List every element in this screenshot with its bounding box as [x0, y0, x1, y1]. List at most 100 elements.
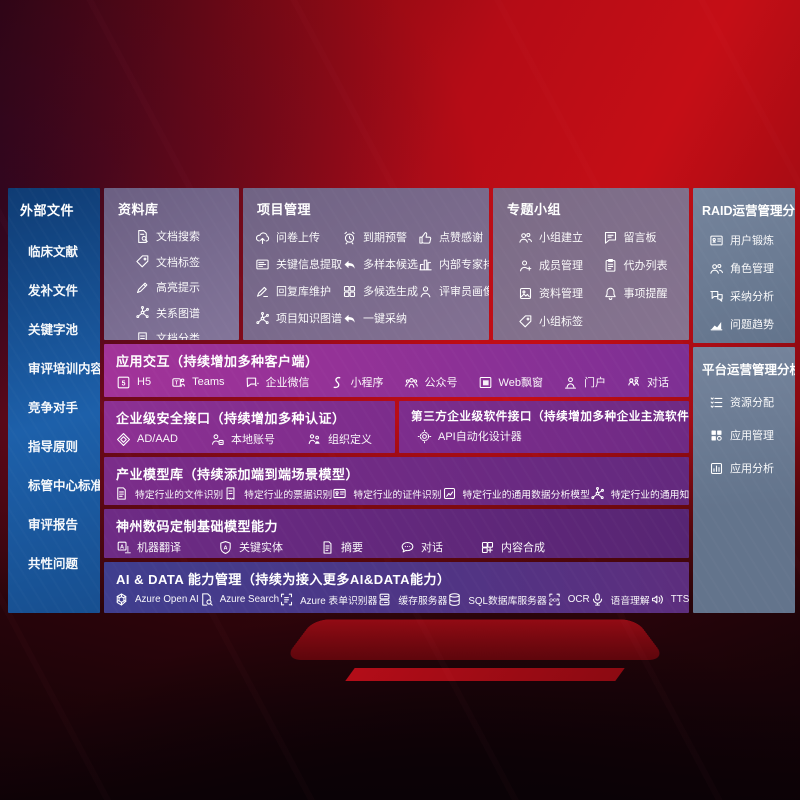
item-knowledge-graph[interactable]: 关系图谱: [135, 305, 239, 321]
item-azure-search[interactable]: Azure Search: [199, 592, 279, 607]
item-pen[interactable]: 回复库维护: [255, 283, 342, 299]
item-ocr[interactable]: OCR OCR: [547, 592, 590, 607]
item-info-card[interactable]: 关键信息提取: [255, 256, 342, 272]
sidebar-item-6[interactable]: 标管中心标准: [28, 475, 100, 494]
item-doc-search[interactable]: 文档搜索: [135, 228, 239, 244]
item-doc-category[interactable]: 文档分类: [135, 330, 239, 340]
item-thumbs-up[interactable]: 点赞感谢: [418, 229, 489, 245]
sidebar-item-7[interactable]: 审评报告: [28, 514, 100, 533]
external-files-panel: 外部文件 临床文献 发补文件 关键字池 审评培训内容 竞争对手 指导原则 标管中心标准 审评报…: [8, 188, 100, 613]
item-ranking[interactable]: 内部专家排名: [418, 256, 489, 272]
item-app-analysis[interactable]: 应用分析: [709, 460, 795, 476]
item-reply-arrow[interactable]: 多样本候选: [342, 256, 418, 272]
item-album[interactable]: 资料管理: [518, 285, 603, 301]
item-label: 摘要: [341, 542, 363, 554]
item-portal-person[interactable]: 门户: [563, 374, 606, 390]
third-party-items: API自动化设计器: [399, 424, 689, 444]
item-label: 本地账号: [230, 434, 275, 446]
dialog-people-icon: [626, 375, 641, 390]
item-org-people[interactable]: 组织定义: [307, 431, 372, 447]
item-translate[interactable]: A 机器翻译: [116, 539, 181, 555]
resource-list-icon: [709, 395, 724, 410]
third-party-title: 第三方企业级软件接口（持续增加多种企业主流软件接口）: [411, 410, 689, 423]
people-icon: [518, 230, 533, 245]
security-items: AD/AAD 本地账号 组织定义: [104, 427, 395, 447]
background-red-shape: [283, 619, 667, 660]
item-official-account[interactable]: 公众号: [404, 374, 458, 390]
item-form-recognizer[interactable]: Azure 表单识别器: [279, 592, 377, 607]
item-app-grid[interactable]: 应用管理: [709, 427, 795, 443]
sidebar-item-5[interactable]: 指导原则: [28, 436, 100, 455]
item-bill-list[interactable]: 特定行业的票据识别: [223, 486, 332, 501]
item-member-person[interactable]: 成员管理: [518, 257, 603, 273]
item-bell[interactable]: 事项提醒: [603, 285, 684, 301]
item-entity-shield[interactable]: A 关键实体: [218, 539, 283, 555]
item-cloud-upload[interactable]: 问卷上传: [255, 229, 342, 245]
platform-title: 平台运营管理分析: [702, 363, 795, 377]
sidebar-item-4[interactable]: 竞争对手: [28, 397, 100, 416]
item-dialog-people[interactable]: 对话: [626, 374, 669, 390]
file-doc-icon: [114, 486, 129, 501]
cert-card-icon: [332, 486, 347, 501]
item-openai[interactable]: Azure Open AI: [114, 592, 199, 607]
item-tag[interactable]: 文档标签: [135, 254, 239, 270]
item-role-people[interactable]: 角色管理: [709, 260, 795, 276]
item-ad-diamond[interactable]: AD/AAD: [116, 432, 178, 447]
item-summary-doc[interactable]: 摘要: [320, 539, 363, 555]
item-label: 事项提醒: [623, 288, 668, 300]
svg-text:5: 5: [122, 380, 126, 387]
item-sql-database[interactable]: SQL数据库服务器: [447, 592, 547, 607]
item-qa-chat[interactable]: 采纳分析: [709, 288, 795, 304]
sidebar-item-0[interactable]: 临床文献: [28, 241, 100, 260]
item-web-window[interactable]: Web飘窗: [478, 374, 543, 390]
item-h5-badge[interactable]: 5 H5: [116, 375, 151, 390]
item-api-gear[interactable]: API自动化设计器: [417, 428, 522, 444]
item-label: 问卷上传: [276, 232, 320, 244]
item-tts[interactable]: TTS: [650, 592, 689, 607]
item-miniprogram[interactable]: 小程序: [330, 374, 384, 390]
item-alarm[interactable]: 到期预警: [342, 229, 418, 245]
item-clipboard[interactable]: 代办列表: [603, 257, 684, 273]
azure-search-icon: [199, 592, 214, 607]
person-icon: [418, 284, 433, 299]
item-resource-list[interactable]: 资源分配: [709, 394, 795, 410]
item-file-doc[interactable]: 特定行业的文件识别: [114, 486, 223, 501]
sidebar-item-3[interactable]: 审评培训内容: [28, 358, 100, 377]
sidebar-item-1[interactable]: 发补文件: [28, 280, 100, 299]
item-data-analysis-photo[interactable]: 特定行业的通用数据分析模型: [442, 486, 590, 501]
item-label: 评审员画像: [439, 286, 489, 298]
item-chat-bubble[interactable]: 对话: [400, 539, 443, 555]
item-wecom-chat[interactable]: 企业微信: [245, 374, 310, 390]
item-compose-grid[interactable]: 内容合成: [480, 539, 545, 555]
topic-group-grid: 小组建立 留言板 成员管理 代办列表 资料管理 事项提醒小组标签: [493, 218, 689, 329]
sidebar-item-2[interactable]: 关键字池: [28, 319, 100, 338]
item-bbs-chat[interactable]: 留言板: [603, 229, 684, 245]
item-knowledge-graph[interactable]: 项目知识图谱: [255, 310, 342, 326]
compose-grid-icon: [480, 540, 495, 555]
item-label: Azure 表单识别器: [300, 595, 378, 607]
item-people[interactable]: 小组建立: [518, 229, 603, 245]
item-cert-card[interactable]: 特定行业的证件识别: [332, 486, 442, 501]
item-label: 文档分类: [156, 333, 200, 340]
item-user-card[interactable]: 用户锻炼: [709, 232, 795, 248]
album-icon: [518, 286, 533, 301]
item-teams-badge[interactable]: T Teams: [171, 375, 224, 390]
item-knowledge-graph[interactable]: 特定行业的通用知识图谱模型: [590, 486, 689, 501]
item-person[interactable]: 评审员画像: [418, 283, 489, 299]
item-cache-server[interactable]: 缓存服务器: [377, 592, 447, 607]
item-tag[interactable]: 小组标签: [518, 313, 603, 329]
speech-icon: [590, 592, 605, 607]
sidebar-item-8[interactable]: 共性问题: [28, 553, 100, 572]
item-reply-arrow[interactable]: 一键采纳: [342, 310, 418, 326]
item-label: Azure Search: [219, 594, 280, 605]
item-speech[interactable]: 语音理解: [590, 592, 650, 607]
item-grid[interactable]: 多候选生成: [342, 283, 418, 299]
item-highlight-pen[interactable]: 高亮提示: [135, 279, 239, 295]
ranking-icon: [418, 257, 433, 272]
item-local-account[interactable]: 本地账号: [210, 431, 275, 447]
item-trend-chart[interactable]: 问题趋势: [709, 316, 795, 332]
item-label: 组织定义: [327, 434, 372, 446]
item-label: 项目知识图谱: [276, 313, 342, 325]
